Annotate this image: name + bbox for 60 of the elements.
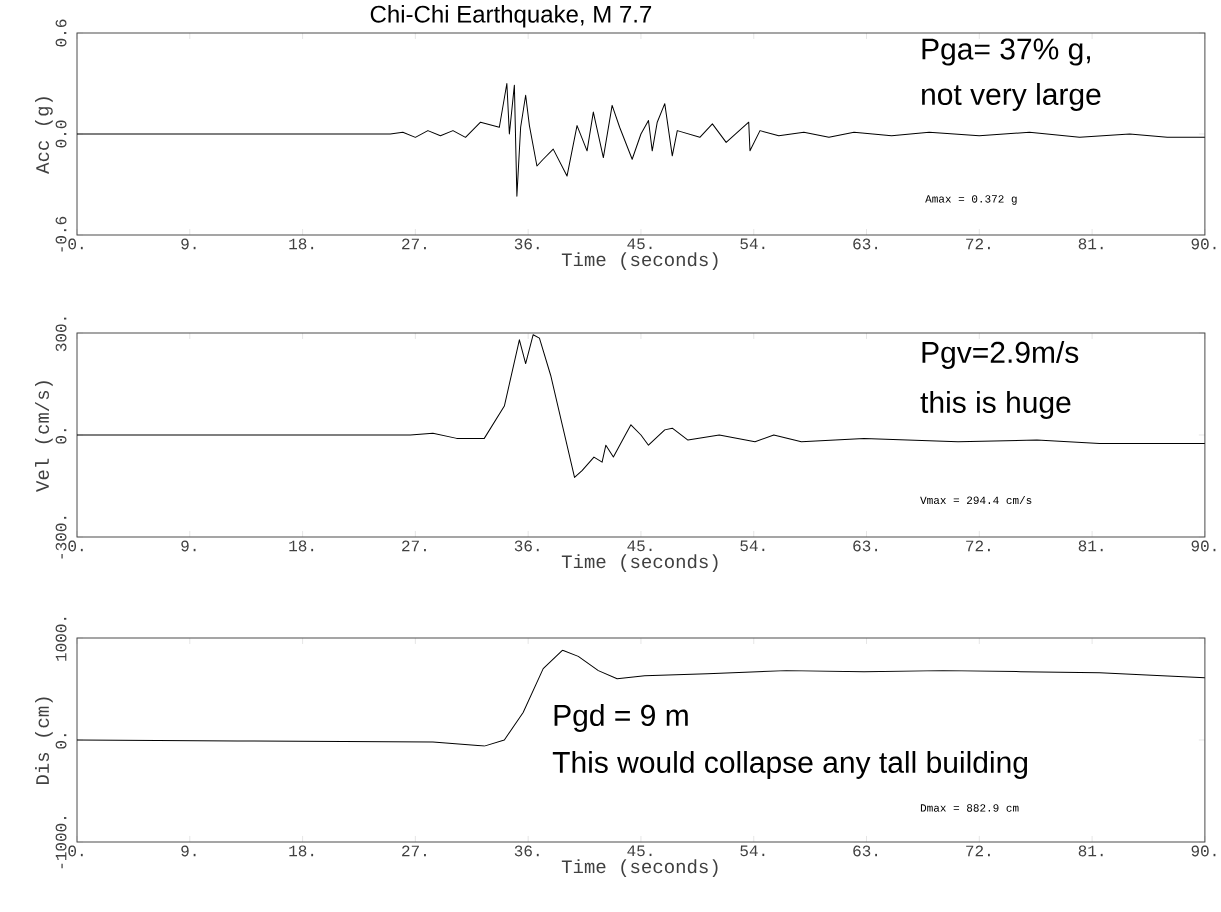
x-tick-label: 36.: [514, 238, 539, 250]
x-axis-title: Time (seconds): [561, 859, 718, 877]
y-axis-title: Dis (cm): [35, 697, 53, 785]
x-tick-label: 81.: [1078, 845, 1103, 857]
y-tick-label: -300.: [55, 516, 67, 559]
x-tick-label: 18.: [289, 845, 314, 857]
annotation: Pgd = 9 m: [554, 704, 688, 732]
x-tick-label: 45.: [627, 540, 652, 552]
x-tick-label: 27.: [402, 540, 426, 552]
x-tick-label: 27.: [402, 845, 426, 857]
x-tick-label: 45.: [627, 238, 652, 250]
y-tick-label: 0.: [55, 734, 67, 749]
x-tick-label: 63.: [853, 540, 878, 552]
x-tick-label: 90.: [1191, 238, 1216, 250]
x-tick-label: 90.: [1191, 540, 1216, 552]
x-tick-label: 18.: [289, 238, 314, 250]
x-tick-label: 72.: [966, 238, 990, 250]
annotation: Dmax = 882.9 cm: [920, 804, 1019, 812]
x-axis-title: Time (seconds): [561, 554, 718, 572]
x-tick-label: 0.: [68, 238, 83, 250]
x-tick-label: 54.: [740, 238, 765, 250]
x-tick-label: 72.: [966, 540, 990, 552]
x-tick-label: 36.: [514, 845, 539, 857]
y-axis-title: Vel (cm/s): [35, 381, 53, 492]
y-axis-title: Acc (g): [35, 97, 53, 174]
annotation: Pgv=2.9m/s: [922, 341, 1079, 369]
y-tick-label: -0.6: [55, 216, 67, 252]
x-tick-label: 18.: [289, 540, 314, 552]
y-tick-label: 1000.: [55, 617, 67, 661]
annotation: Pga= 37% g,: [922, 38, 1090, 66]
x-tick-label: 54.: [740, 845, 765, 857]
line-series: [77, 649, 1205, 747]
x-tick-label: 27.: [402, 238, 426, 250]
x-tick-label: 81.: [1078, 540, 1103, 552]
y-tick-label: 0.0: [55, 120, 67, 148]
line-series: [77, 82, 1205, 197]
x-tick-label: 90.: [1191, 845, 1216, 857]
y-tick-label: -1000.: [55, 817, 67, 869]
y-tick-label: 300.: [55, 317, 67, 352]
x-tick-label: 45.: [627, 845, 652, 857]
x-tick-label: 9.: [181, 540, 196, 552]
x-axis-title: Time (seconds): [561, 252, 718, 270]
x-tick-label: 9.: [181, 238, 196, 250]
x-tick-label: 36.: [514, 540, 539, 552]
x-tick-label: 0.: [68, 845, 83, 857]
y-tick-label: 0.: [55, 429, 67, 444]
x-tick-label: 63.: [853, 845, 878, 857]
x-tick-label: 81.: [1078, 238, 1103, 250]
x-tick-label: 9.: [181, 845, 196, 857]
x-tick-label: 54.: [740, 540, 765, 552]
x-tick-label: 0.: [68, 540, 83, 552]
x-tick-label: 63.: [853, 238, 878, 250]
y-tick-label: 0.6: [55, 19, 67, 47]
annotation: not very large: [922, 83, 1101, 111]
annotation: Amax = 0.372 g: [925, 195, 1017, 205]
annotation: this is huge: [920, 391, 1071, 419]
annotation: This would collapse any tall building: [552, 750, 1028, 779]
annotation: Vmax = 294.4 cm/s: [920, 495, 1032, 505]
x-tick-label: 72.: [966, 845, 990, 857]
chart-title: Chi-Chi Earthquake, M 7.7: [370, 5, 652, 28]
